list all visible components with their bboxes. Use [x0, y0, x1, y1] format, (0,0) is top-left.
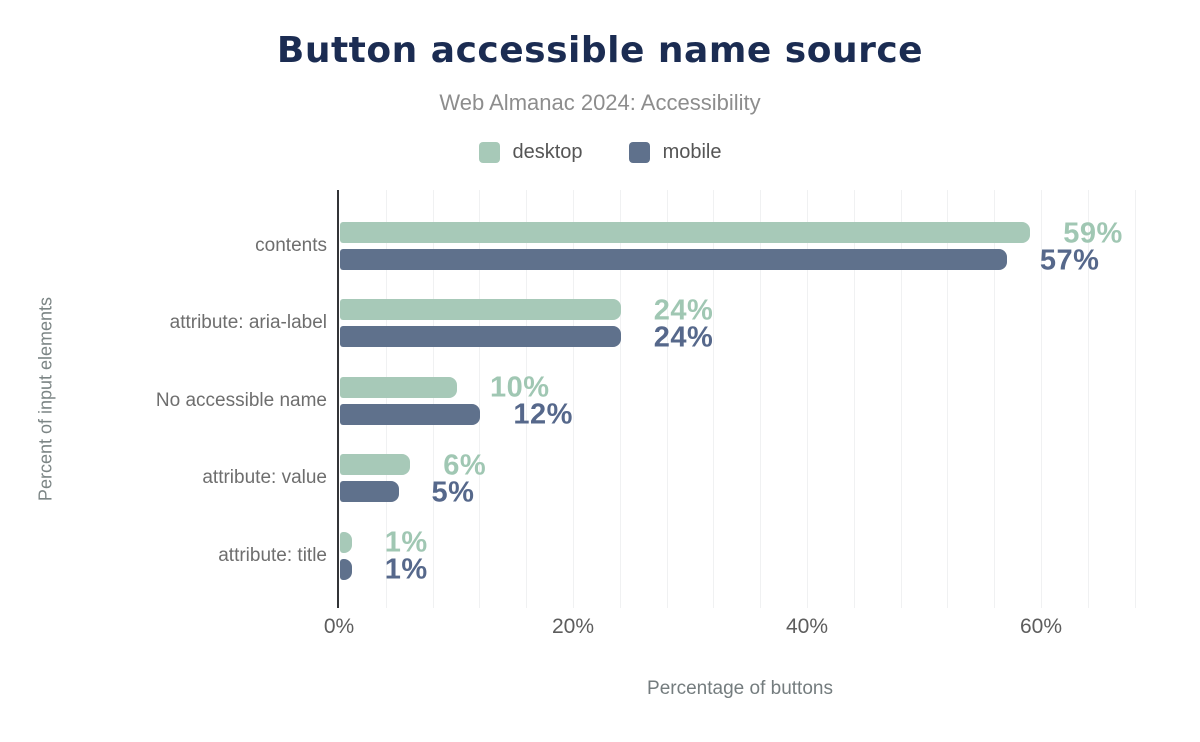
bar-desktop: [340, 531, 352, 553]
gridline: [526, 190, 528, 608]
x-tick-label: 60%: [1019, 615, 1063, 638]
bar-mobile: [340, 558, 352, 580]
gridline: [385, 190, 387, 608]
gridline: [479, 190, 481, 608]
gridline: [432, 190, 434, 608]
legend-label-mobile: mobile: [662, 141, 722, 163]
category-label: No accessible name: [155, 389, 327, 411]
chart-subtitle: Web Almanac 2024: Accessibility: [439, 90, 761, 115]
data-label-desktop: 24%: [653, 294, 714, 327]
gridline: [900, 190, 902, 608]
data-label-mobile: 12%: [513, 398, 573, 431]
x-tick-label: 20%: [551, 615, 595, 638]
data-label-desktop: 6%: [443, 449, 487, 482]
legend-item-desktop[interactable]: desktop: [478, 141, 583, 164]
gridline: [947, 190, 949, 608]
bar-mobile: [340, 326, 621, 348]
bar-desktop: [340, 299, 621, 321]
category-label: attribute: value: [202, 467, 327, 489]
data-label-desktop: 10%: [490, 371, 550, 404]
category-label: contents: [255, 235, 327, 256]
bar-desktop: [340, 454, 411, 476]
category-label: attribute: aria-label: [169, 312, 327, 334]
gridline: [994, 190, 996, 608]
bar-mobile: [340, 403, 481, 425]
gridline: [1134, 190, 1136, 608]
legend: desktop mobile: [0, 141, 1200, 164]
bar-mobile: [340, 249, 1007, 270]
y-axis-title: Percent of input elements: [35, 296, 56, 502]
gridline: [573, 190, 574, 608]
gridline: [666, 190, 668, 608]
y-axis-line: [337, 190, 339, 608]
chart-title: Button accessible name source: [276, 30, 924, 71]
gridline: [853, 190, 855, 608]
gridline: [1087, 190, 1089, 608]
x-tick-label: 40%: [785, 615, 829, 638]
data-label-mobile: 5%: [431, 476, 475, 509]
data-label-mobile: 57%: [1039, 244, 1100, 276]
bar-desktop: [340, 222, 1031, 243]
legend-label-desktop: desktop: [512, 141, 583, 163]
x-axis-title: Percentage of buttons: [647, 678, 833, 699]
gridline: [713, 190, 715, 608]
desktop-swatch-icon: [478, 142, 500, 163]
data-label-desktop: 59%: [1063, 217, 1123, 249]
gridline: [807, 190, 808, 608]
gridline: [1041, 190, 1042, 608]
category-label: attribute: title: [218, 544, 327, 566]
x-tick-label: 0%: [323, 615, 355, 638]
gridline: [760, 190, 762, 608]
bar-mobile: [340, 481, 399, 503]
data-label-mobile: 1%: [384, 553, 428, 586]
legend-item-mobile[interactable]: mobile: [628, 141, 722, 164]
bar-desktop: [340, 376, 457, 398]
data-label-mobile: 24%: [653, 321, 714, 354]
data-label-desktop: 1%: [384, 526, 428, 559]
gridline: [619, 190, 621, 608]
mobile-swatch-icon: [628, 142, 650, 163]
